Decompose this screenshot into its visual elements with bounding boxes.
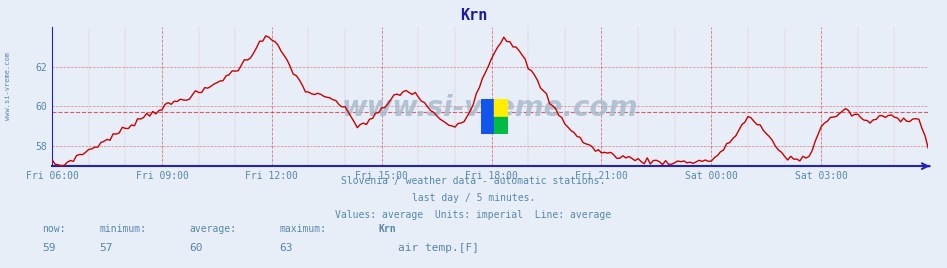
- Text: 63: 63: [279, 243, 293, 252]
- Text: air temp.[F]: air temp.[F]: [398, 243, 479, 252]
- Text: minimum:: minimum:: [99, 224, 147, 234]
- Text: Krn: Krn: [460, 8, 487, 23]
- Text: now:: now:: [43, 224, 66, 234]
- Text: average:: average:: [189, 224, 237, 234]
- Bar: [494, 99, 508, 117]
- Text: Values: average  Units: imperial  Line: average: Values: average Units: imperial Line: av…: [335, 210, 612, 220]
- Text: 57: 57: [99, 243, 113, 252]
- Text: www.si-vreme.com: www.si-vreme.com: [342, 94, 638, 122]
- Text: 60: 60: [189, 243, 203, 252]
- Text: last day / 5 minutes.: last day / 5 minutes.: [412, 193, 535, 203]
- Text: Slovenia / weather data - automatic stations.: Slovenia / weather data - automatic stat…: [341, 176, 606, 185]
- Text: Krn: Krn: [379, 224, 397, 234]
- Bar: [481, 99, 494, 134]
- Text: maximum:: maximum:: [279, 224, 327, 234]
- Text: www.si-vreme.com: www.si-vreme.com: [5, 52, 10, 120]
- Bar: [494, 117, 508, 134]
- Text: 59: 59: [43, 243, 56, 252]
